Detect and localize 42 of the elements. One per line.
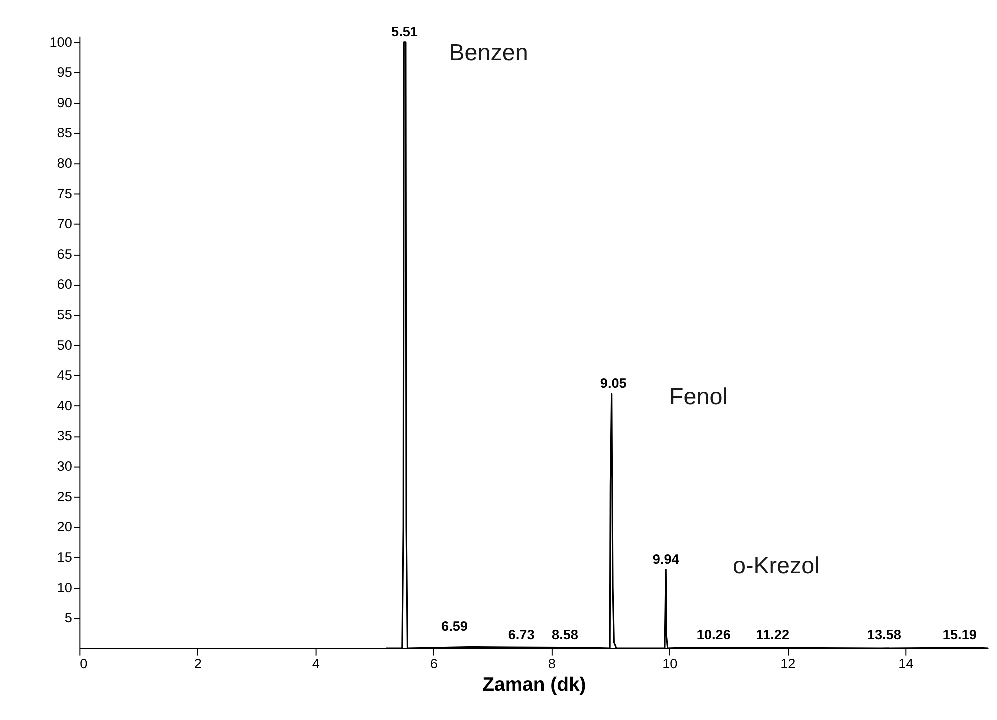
x-tick-label: 12 (780, 656, 796, 672)
x-tick-label: 14 (898, 656, 914, 672)
y-tick-label: 90 (57, 95, 73, 110)
x-tick-label: 0 (80, 656, 88, 672)
y-tick-label: 45 (57, 368, 72, 384)
x-tick-label: 4 (312, 656, 320, 672)
annotation: o-Krezol (733, 552, 820, 579)
annotation: 11.22 (756, 628, 790, 643)
y-tick-label: 50 (57, 338, 73, 353)
annotation: 5.51 (392, 24, 418, 40)
y-tick-label: 55 (57, 308, 72, 323)
annotation: 15.19 (942, 628, 978, 643)
annotation: Benzen (449, 40, 528, 66)
x-axis-title: Zaman (dk) (482, 674, 586, 696)
annotation: 13.58 (867, 628, 902, 643)
y-tick-label: 95 (57, 65, 72, 80)
y-tick-label: 70 (57, 216, 73, 232)
y-tick-label: 25 (57, 489, 72, 504)
annotation: 6.59 (442, 619, 468, 634)
x-tick-label: 8 (548, 656, 556, 672)
y-tick-label: 30 (57, 459, 73, 474)
y-tick-label: 15 (57, 550, 72, 565)
annotation: 6.73 (508, 628, 536, 643)
annotation: Fenol (670, 384, 728, 410)
y-tick-label: 10 (57, 580, 73, 596)
annotation: 9.05 (600, 376, 628, 392)
y-tick-label: 75 (57, 186, 72, 202)
y-tick-label: 5 (64, 610, 72, 626)
annotation: 8.58 (552, 628, 579, 643)
x-tick-label: 10 (662, 656, 678, 672)
y-tick-label: 80 (57, 156, 73, 171)
annotation: 10.26 (696, 628, 732, 643)
y-tick-label: 100 (50, 34, 73, 50)
annotation: 9.94 (652, 552, 680, 567)
x-tick-label: 2 (194, 656, 202, 672)
y-tick-label: 35 (57, 428, 72, 444)
y-tick-label: 20 (57, 520, 73, 535)
y-tick-label: 40 (57, 398, 73, 414)
y-tick-label: 60 (57, 277, 73, 292)
y-tick-label: 65 (57, 246, 72, 262)
y-tick-label: 85 (57, 126, 72, 141)
x-tick-label: 6 (430, 656, 438, 672)
